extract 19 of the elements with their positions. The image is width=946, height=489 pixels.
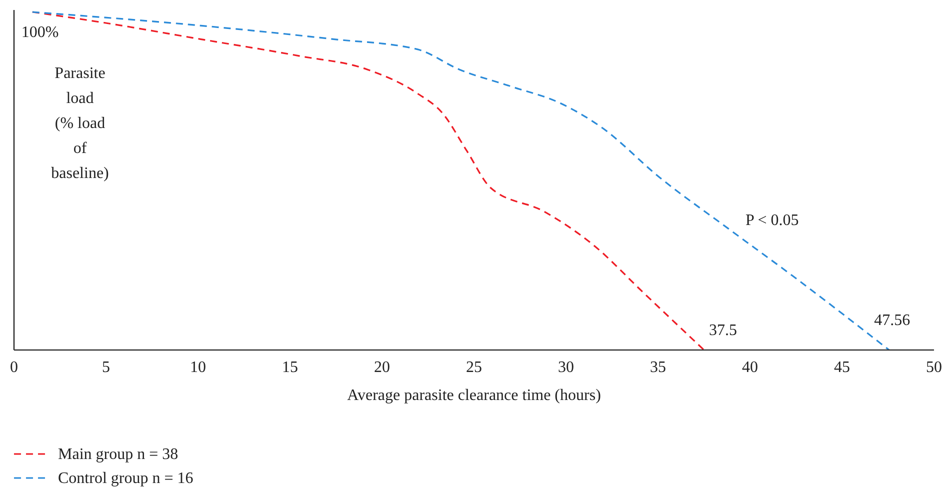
y-axis-title: Parasite load (% load of baseline) bbox=[51, 65, 109, 182]
legend-label: Control group n = 16 bbox=[58, 470, 194, 487]
annotation: P < 0.05 bbox=[745, 212, 799, 229]
x-tick-label: 10 bbox=[190, 359, 206, 376]
x-tick-label: 0 bbox=[10, 359, 18, 376]
x-tick-label: 5 bbox=[102, 359, 110, 376]
x-tick-label: 15 bbox=[282, 359, 298, 376]
x-tick-label: 40 bbox=[742, 359, 758, 376]
x-tick-label: 45 bbox=[834, 359, 850, 376]
legend-label: Main group n = 38 bbox=[58, 446, 178, 463]
annotation: 37.5 bbox=[709, 322, 737, 339]
x-tick-label: 25 bbox=[466, 359, 482, 376]
annotation: 100% bbox=[21, 24, 59, 41]
x-tick-label: 35 bbox=[650, 359, 666, 376]
annotation: 47.56 bbox=[874, 312, 910, 329]
x-axis-title: Average parasite clearance time (hours) bbox=[347, 387, 601, 404]
x-tick-label: 30 bbox=[558, 359, 574, 376]
x-tick-label: 50 bbox=[926, 359, 942, 376]
x-tick-label: 20 bbox=[374, 359, 390, 376]
